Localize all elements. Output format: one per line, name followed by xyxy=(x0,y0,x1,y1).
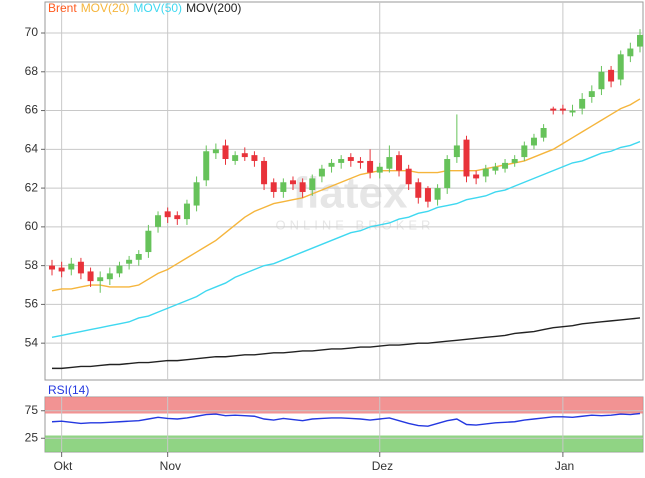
candle-body xyxy=(521,145,528,158)
candle-body xyxy=(174,215,181,220)
candle-body xyxy=(58,267,65,272)
candle-body xyxy=(617,54,624,80)
candle-body xyxy=(328,162,335,167)
x-tick-label: Okt xyxy=(54,459,73,473)
legend-entry: Brent xyxy=(48,1,77,15)
candle-body xyxy=(588,91,595,97)
candle-body xyxy=(232,155,239,161)
candle-body xyxy=(49,265,55,270)
candle-body xyxy=(579,98,586,109)
series-line xyxy=(51,140,641,339)
candle-body xyxy=(444,159,451,189)
y-tick-label: 62 xyxy=(25,180,39,194)
candle-body xyxy=(559,108,566,111)
x-tick-label: Jan xyxy=(555,459,574,473)
candle-body xyxy=(492,166,499,171)
candle-body xyxy=(637,34,643,47)
watermark-subtext: ONLINE BROKER xyxy=(276,217,435,232)
candle-body xyxy=(463,139,470,177)
candle-body xyxy=(530,137,537,146)
candle-body xyxy=(318,168,325,177)
y-tick-label: 25 xyxy=(25,430,39,444)
candle-body xyxy=(627,48,634,57)
candle-body xyxy=(251,155,258,161)
candle-body xyxy=(396,155,403,171)
y-tick-label: 54 xyxy=(25,335,39,349)
candle-body xyxy=(569,110,576,113)
candle-body xyxy=(183,203,190,220)
series-line xyxy=(51,98,641,292)
candle-body xyxy=(145,230,152,253)
candle-body xyxy=(126,259,133,264)
rsi-band xyxy=(45,397,643,414)
candle-body xyxy=(386,157,393,169)
candle-body xyxy=(135,254,142,260)
candle-body xyxy=(280,182,287,192)
candle-body xyxy=(299,182,306,192)
candle-body xyxy=(550,108,557,111)
candle-body xyxy=(415,182,422,198)
candle-body xyxy=(338,159,345,163)
candle-body xyxy=(116,265,123,274)
y-tick-label: 68 xyxy=(25,64,39,78)
y-tick-label: 75 xyxy=(25,403,39,417)
y-tick-label: 70 xyxy=(25,25,39,39)
candle-body xyxy=(540,128,547,138)
candle-body xyxy=(77,261,84,274)
legend-entry: RSI(14) xyxy=(48,383,89,397)
candle-body xyxy=(405,168,412,185)
candle-body xyxy=(164,211,171,218)
candle-body xyxy=(434,188,441,200)
legend-entry: MOV(50) xyxy=(133,1,182,15)
candle-body xyxy=(511,159,518,163)
rsi-band xyxy=(45,435,643,452)
candle-body xyxy=(261,160,268,185)
series-line xyxy=(51,412,641,427)
candle-body xyxy=(68,263,75,270)
x-tick-label: Dez xyxy=(372,459,393,473)
candle-body xyxy=(608,69,615,82)
candle-body xyxy=(270,182,277,192)
series-line xyxy=(52,317,641,370)
candle-body xyxy=(203,151,210,181)
candle-body xyxy=(357,160,364,163)
candle-body xyxy=(241,153,248,158)
y-tick-label: 56 xyxy=(25,297,39,311)
candle-body xyxy=(376,166,383,173)
candle-body xyxy=(193,182,200,206)
candle-body xyxy=(482,168,489,177)
legend-entry: MOV(200) xyxy=(186,1,241,15)
candle-body xyxy=(289,180,296,185)
candle-body xyxy=(347,157,354,161)
watermark-text: flatex xyxy=(293,169,408,218)
candle-body xyxy=(473,174,480,179)
candle-body xyxy=(97,277,104,282)
candle-body xyxy=(87,271,94,282)
candle-body xyxy=(222,145,229,160)
candle-body xyxy=(367,160,374,173)
candle-body xyxy=(598,71,605,90)
candle-body xyxy=(309,178,316,191)
y-tick-label: 60 xyxy=(25,219,39,233)
candle-body xyxy=(212,149,219,154)
y-tick-label: 64 xyxy=(25,141,39,155)
y-tick-label: 66 xyxy=(25,103,39,117)
candle-body xyxy=(453,145,460,158)
candle-body xyxy=(106,273,113,280)
candle-body xyxy=(424,188,431,202)
candle-body xyxy=(502,162,509,169)
x-tick-label: Nov xyxy=(160,459,181,473)
legend-entry: MOV(20) xyxy=(81,1,130,15)
y-tick-label: 58 xyxy=(25,258,39,272)
candle-body xyxy=(155,215,162,227)
